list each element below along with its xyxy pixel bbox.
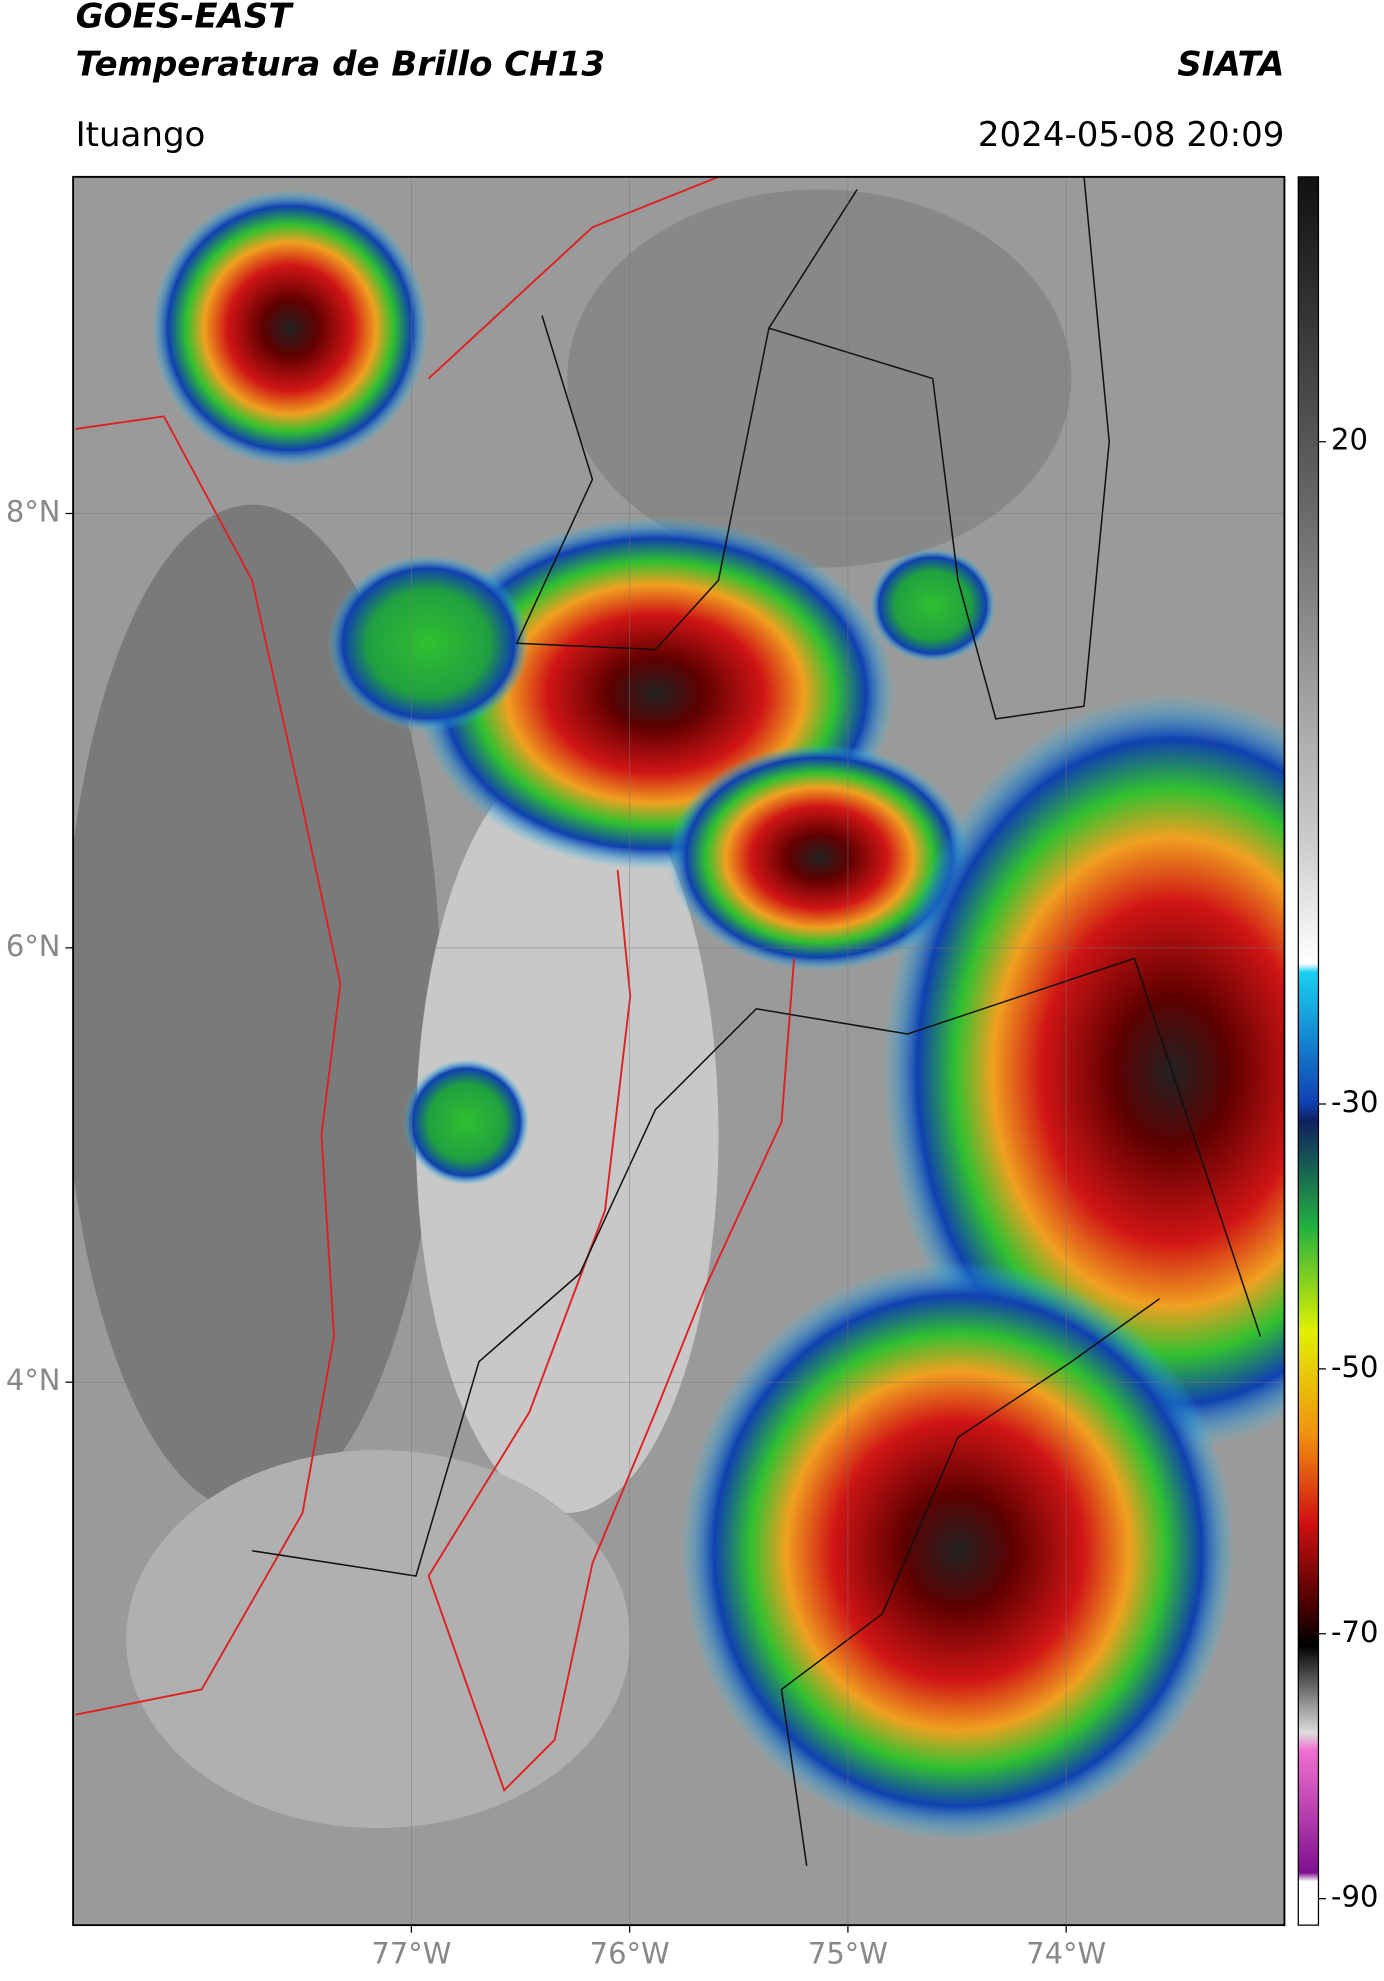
satellite-image — [73, 176, 1285, 1926]
location: Ituango — [76, 115, 206, 155]
x-tick-label: 75°W — [808, 1936, 888, 1970]
y-tick-label: 4°N — [6, 1363, 61, 1397]
colorbar-tick-label: -90 — [1331, 1880, 1378, 1914]
grid — [73, 176, 1285, 1926]
x-tick-label: 76°W — [590, 1936, 670, 1970]
colorbar-tick-label: -50 — [1331, 1350, 1378, 1384]
subtitle: Temperatura de Brillo CH13 — [76, 44, 605, 84]
source: SIATA — [1177, 44, 1284, 84]
datetime: 2024-05-08 20:09 — [978, 115, 1285, 155]
colorbar-tick-label: -70 — [1331, 1615, 1378, 1649]
title: GOES-EAST — [76, 0, 295, 37]
x-tick-label: 74°W — [1026, 1936, 1106, 1970]
colorbar-tick-label: 20 — [1331, 423, 1368, 457]
x-tick-label: 77°W — [371, 1936, 451, 1970]
map-frame — [72, 175, 1286, 1927]
y-tick-label: 8°N — [6, 494, 61, 528]
colorbar-tick-label: -30 — [1331, 1085, 1378, 1119]
colorbar — [1297, 176, 1320, 1926]
y-tick-label: 6°N — [6, 929, 61, 963]
